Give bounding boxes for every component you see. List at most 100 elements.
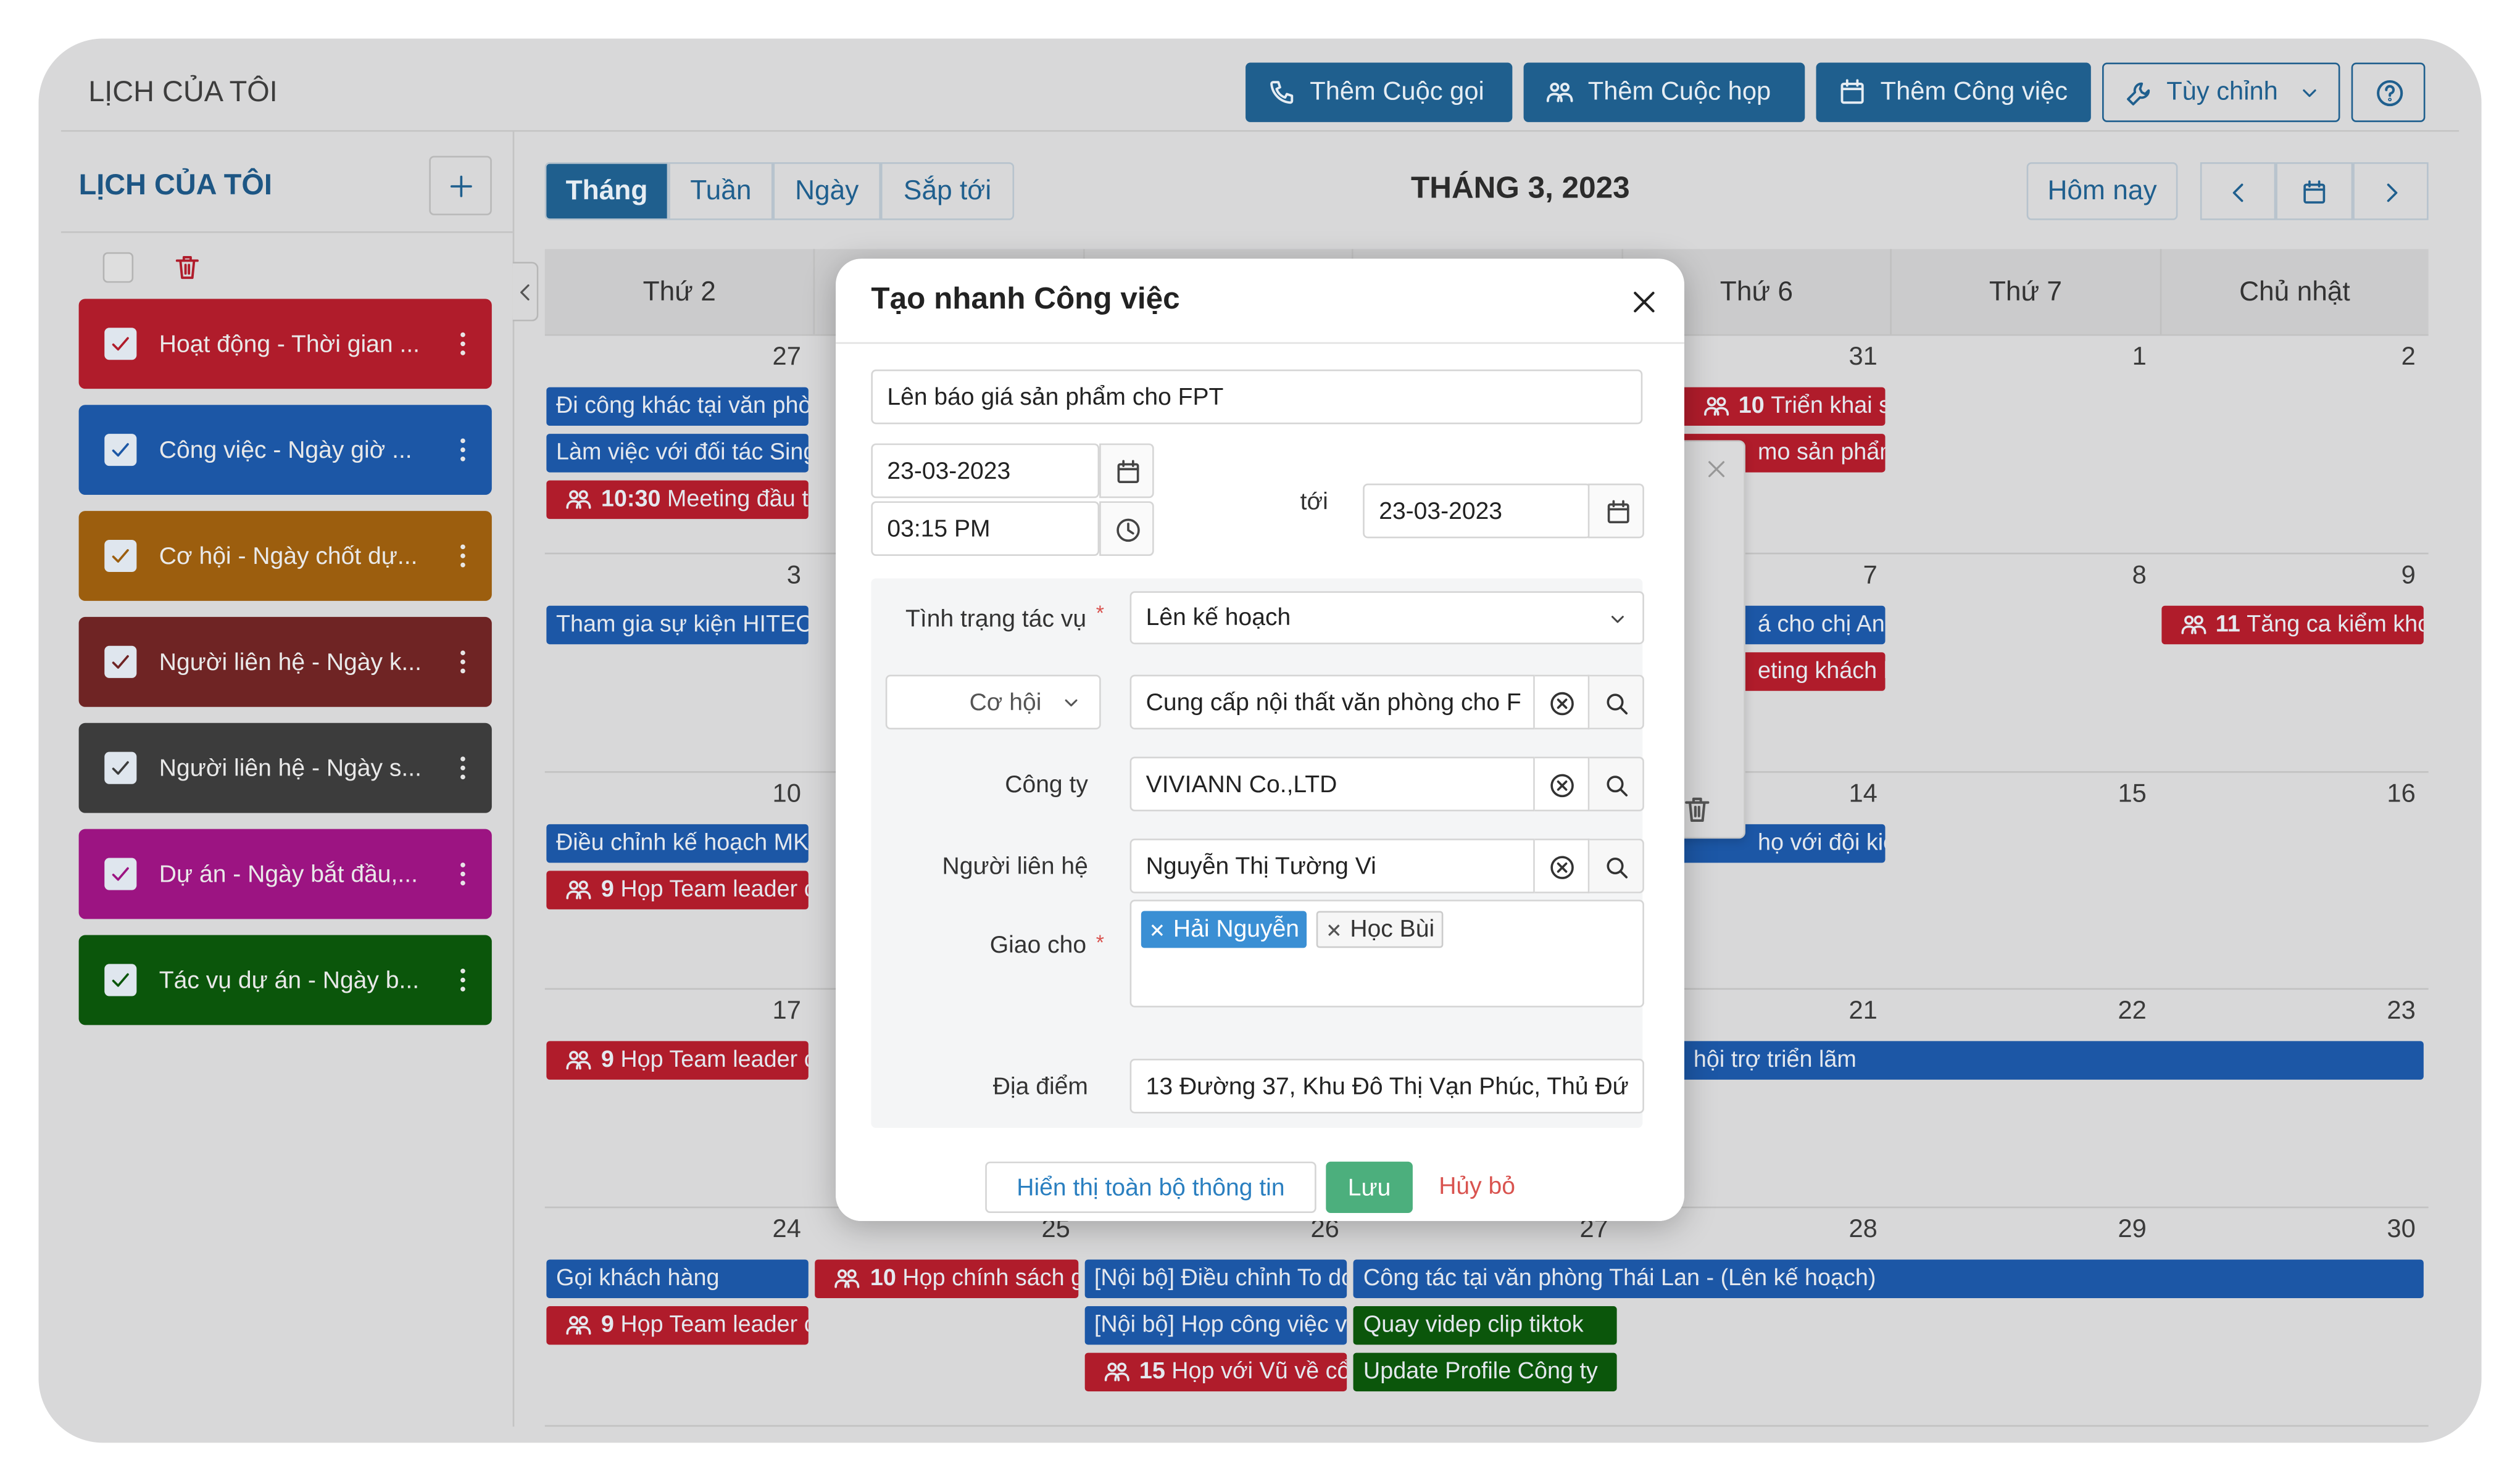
search-icon (1604, 691, 1630, 717)
clear-button[interactable] (1534, 674, 1590, 730)
button-icon (1839, 79, 1866, 106)
calendar-event[interactable]: Đi công khác tại văn phòng S (546, 387, 809, 426)
search-button[interactable] (1589, 674, 1644, 730)
search-button[interactable] (1589, 838, 1644, 893)
nav-button[interactable] (2352, 162, 2429, 220)
calendar-label: Người liên hệ - Ngày s... (159, 754, 422, 782)
assignee-tag[interactable]: Học Bùi (1316, 911, 1444, 948)
calendar-item[interactable]: Cơ hội - Ngày chốt dự... (78, 511, 492, 601)
calendar-event[interactable]: 9 Họp Team leader c (546, 871, 809, 909)
view-tab[interactable]: Tuần (668, 162, 773, 220)
calendar-event[interactable]: 15 Họp với Vũ về cổ (1084, 1352, 1347, 1392)
related-type-label: Cơ hội (969, 688, 1042, 716)
check-icon (107, 861, 133, 887)
sidebar-toggle[interactable] (512, 262, 539, 321)
assignee-box[interactable]: Hải Nguyễn Học Bùi (1129, 900, 1644, 1008)
clear-button[interactable] (1534, 756, 1590, 812)
clear-button[interactable] (1534, 838, 1590, 893)
show-details-button[interactable]: Hiển thị toàn bộ thông tin (985, 1161, 1316, 1214)
calendar-checkbox[interactable] (104, 645, 137, 678)
end-date-picker[interactable] (1587, 483, 1644, 539)
page-title: LỊCH CỦA TÔI (88, 75, 278, 107)
calendar-event[interactable]: hội trợ triển lãm (1623, 1041, 2424, 1080)
start-date-picker[interactable] (1099, 443, 1154, 499)
header-button[interactable]: Thêm Cuộc họp (1523, 62, 1805, 122)
close-icon[interactable] (1629, 288, 1658, 317)
event-title: Gọi khách hàng (555, 1265, 720, 1292)
nav-button[interactable] (2200, 162, 2277, 220)
remove-icon[interactable] (1326, 921, 1342, 937)
event-time: 11 (2215, 612, 2240, 638)
assignee-tag[interactable]: Hải Nguyễn (1141, 911, 1307, 948)
start-time-input[interactable]: 03:15 PM (871, 501, 1100, 556)
status-select[interactable]: Lên kế hoạch (1129, 591, 1644, 645)
calendar-event[interactable]: Công tác tại văn phòng Thái Lan - (Lên k… (1354, 1259, 2424, 1299)
to-label: tới (1300, 487, 1328, 515)
popover-delete (1682, 795, 1711, 824)
select-all-checkbox[interactable] (102, 252, 134, 283)
day-number: 21 (1848, 998, 1878, 1025)
search-button[interactable] (1589, 756, 1644, 812)
start-time-picker[interactable] (1099, 501, 1154, 556)
view-tab[interactable]: Ngày (773, 162, 881, 220)
field-label: Tình trạng tác vụ * (905, 600, 1104, 632)
day-number: 7 (1863, 562, 1878, 590)
calendar-item[interactable]: Người liên hệ - Ngày k... (78, 616, 492, 707)
calendar-item[interactable]: Tác vụ dự án - Ngày b... (78, 935, 492, 1025)
event-title: Họp Team leader c (620, 1312, 809, 1339)
header-divider (60, 130, 2460, 132)
calendar-checkbox[interactable] (104, 434, 137, 466)
day-number: 8 (2132, 562, 2147, 590)
calendar-event[interactable]: [Nội bộ] Họp công việc vớ (1084, 1306, 1347, 1345)
calendar-item[interactable]: Công việc - Ngày giờ ... (78, 405, 492, 495)
view-tab[interactable]: Sắp tới (880, 162, 1015, 220)
save-button[interactable]: Lưu (1326, 1161, 1413, 1214)
add-calendar-button[interactable] (429, 155, 492, 215)
calendar-event[interactable]: Điều chỉnh kế hoạch MKT (546, 824, 809, 863)
sidebar-title: LỊCH CỦA TÔI (78, 168, 272, 201)
calendar-item[interactable]: Người liên hệ - Ngày s... (78, 722, 492, 813)
header-button[interactable]: Thêm Cuộc gọi (1245, 62, 1513, 122)
calendar-event[interactable]: Tham gia sự kiện HITECH (546, 605, 809, 645)
today-button[interactable]: Hôm nay (2026, 162, 2178, 220)
help-button[interactable] (2351, 62, 2426, 122)
calendar-event[interactable]: 9 Họp Team leader c (546, 1041, 809, 1080)
calendar-checkbox[interactable] (104, 539, 137, 573)
button-icon (2124, 80, 2152, 107)
calendar-item[interactable]: Dự án - Ngày bắt đầu,... (78, 829, 492, 919)
lookup-input[interactable]: Cung cấp nội thất văn phòng cho F (1129, 674, 1535, 730)
customize-button[interactable]: Tùy chỉnh (2102, 62, 2340, 122)
remove-icon[interactable] (1149, 921, 1165, 937)
location-input[interactable]: 13 Đường 37, Khu Đô Thị Vạn Phúc, Thủ Đứ (1129, 1059, 1644, 1114)
end-date-input[interactable]: 23-03-2023 (1363, 483, 1591, 539)
day-number: 9 (2401, 562, 2416, 590)
calendar-event[interactable]: Quay videp clip tiktok (1354, 1306, 1616, 1345)
cancel-button[interactable]: Hủy bỏ (1439, 1172, 1515, 1199)
related-type-select[interactable]: Cơ hội (885, 674, 1101, 730)
field-label: Công ty (1005, 770, 1088, 798)
event-title: Họp Team leader c (620, 877, 809, 903)
lookup-input[interactable]: VIVIANN Co.,LTD (1129, 756, 1535, 812)
calendar-checkbox[interactable] (104, 328, 137, 360)
calendar-event[interactable]: 10:30 Meeting đầu t (546, 480, 809, 520)
day-number: 16 (2387, 780, 2416, 808)
calendar-event[interactable]: 10 Họp chính sách g (815, 1259, 1078, 1299)
view-tab[interactable]: Tháng (544, 162, 669, 220)
calendar-item[interactable]: Hoạt động - Thời gian ... (78, 299, 492, 389)
calendar-event[interactable]: [Nội bộ] Điều chỉnh To do (1084, 1259, 1347, 1299)
calendar-event[interactable]: Update Profile Công ty (1354, 1352, 1616, 1392)
calendar-checkbox[interactable] (104, 964, 137, 996)
start-date-input[interactable]: 23-03-2023 (871, 443, 1100, 499)
header-button[interactable]: Thêm Công việc (1816, 62, 2091, 122)
calendar-event[interactable]: 9 Họp Team leader c (546, 1306, 809, 1345)
nav-button[interactable] (2276, 162, 2353, 220)
day-number: 30 (2387, 1216, 2416, 1244)
lookup-input[interactable]: Nguyễn Thị Tường Vi (1129, 838, 1535, 893)
calendar-event[interactable]: Gọi khách hàng (546, 1259, 809, 1299)
subject-input[interactable]: Lên báo giá sản phẩm cho FPT (871, 369, 1643, 424)
calendar-checkbox[interactable] (104, 858, 137, 890)
calendar-checkbox[interactable] (104, 751, 137, 784)
button-label: Tùy chỉnh (2166, 78, 2278, 106)
calendar-event[interactable]: 11 Tăng ca kiểm kho (2161, 605, 2424, 645)
calendar-event[interactable]: Làm việc với đối tác SingAT (546, 434, 809, 473)
